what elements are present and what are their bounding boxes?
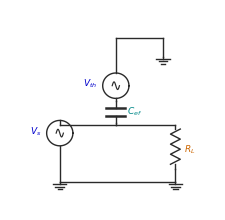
Text: V$_{th}$: V$_{th}$ bbox=[83, 78, 97, 90]
Text: V$_{s}$: V$_{s}$ bbox=[30, 125, 41, 138]
Text: R$_{L}$: R$_{L}$ bbox=[183, 144, 195, 156]
Text: C$_{ef}$: C$_{ef}$ bbox=[127, 106, 142, 118]
